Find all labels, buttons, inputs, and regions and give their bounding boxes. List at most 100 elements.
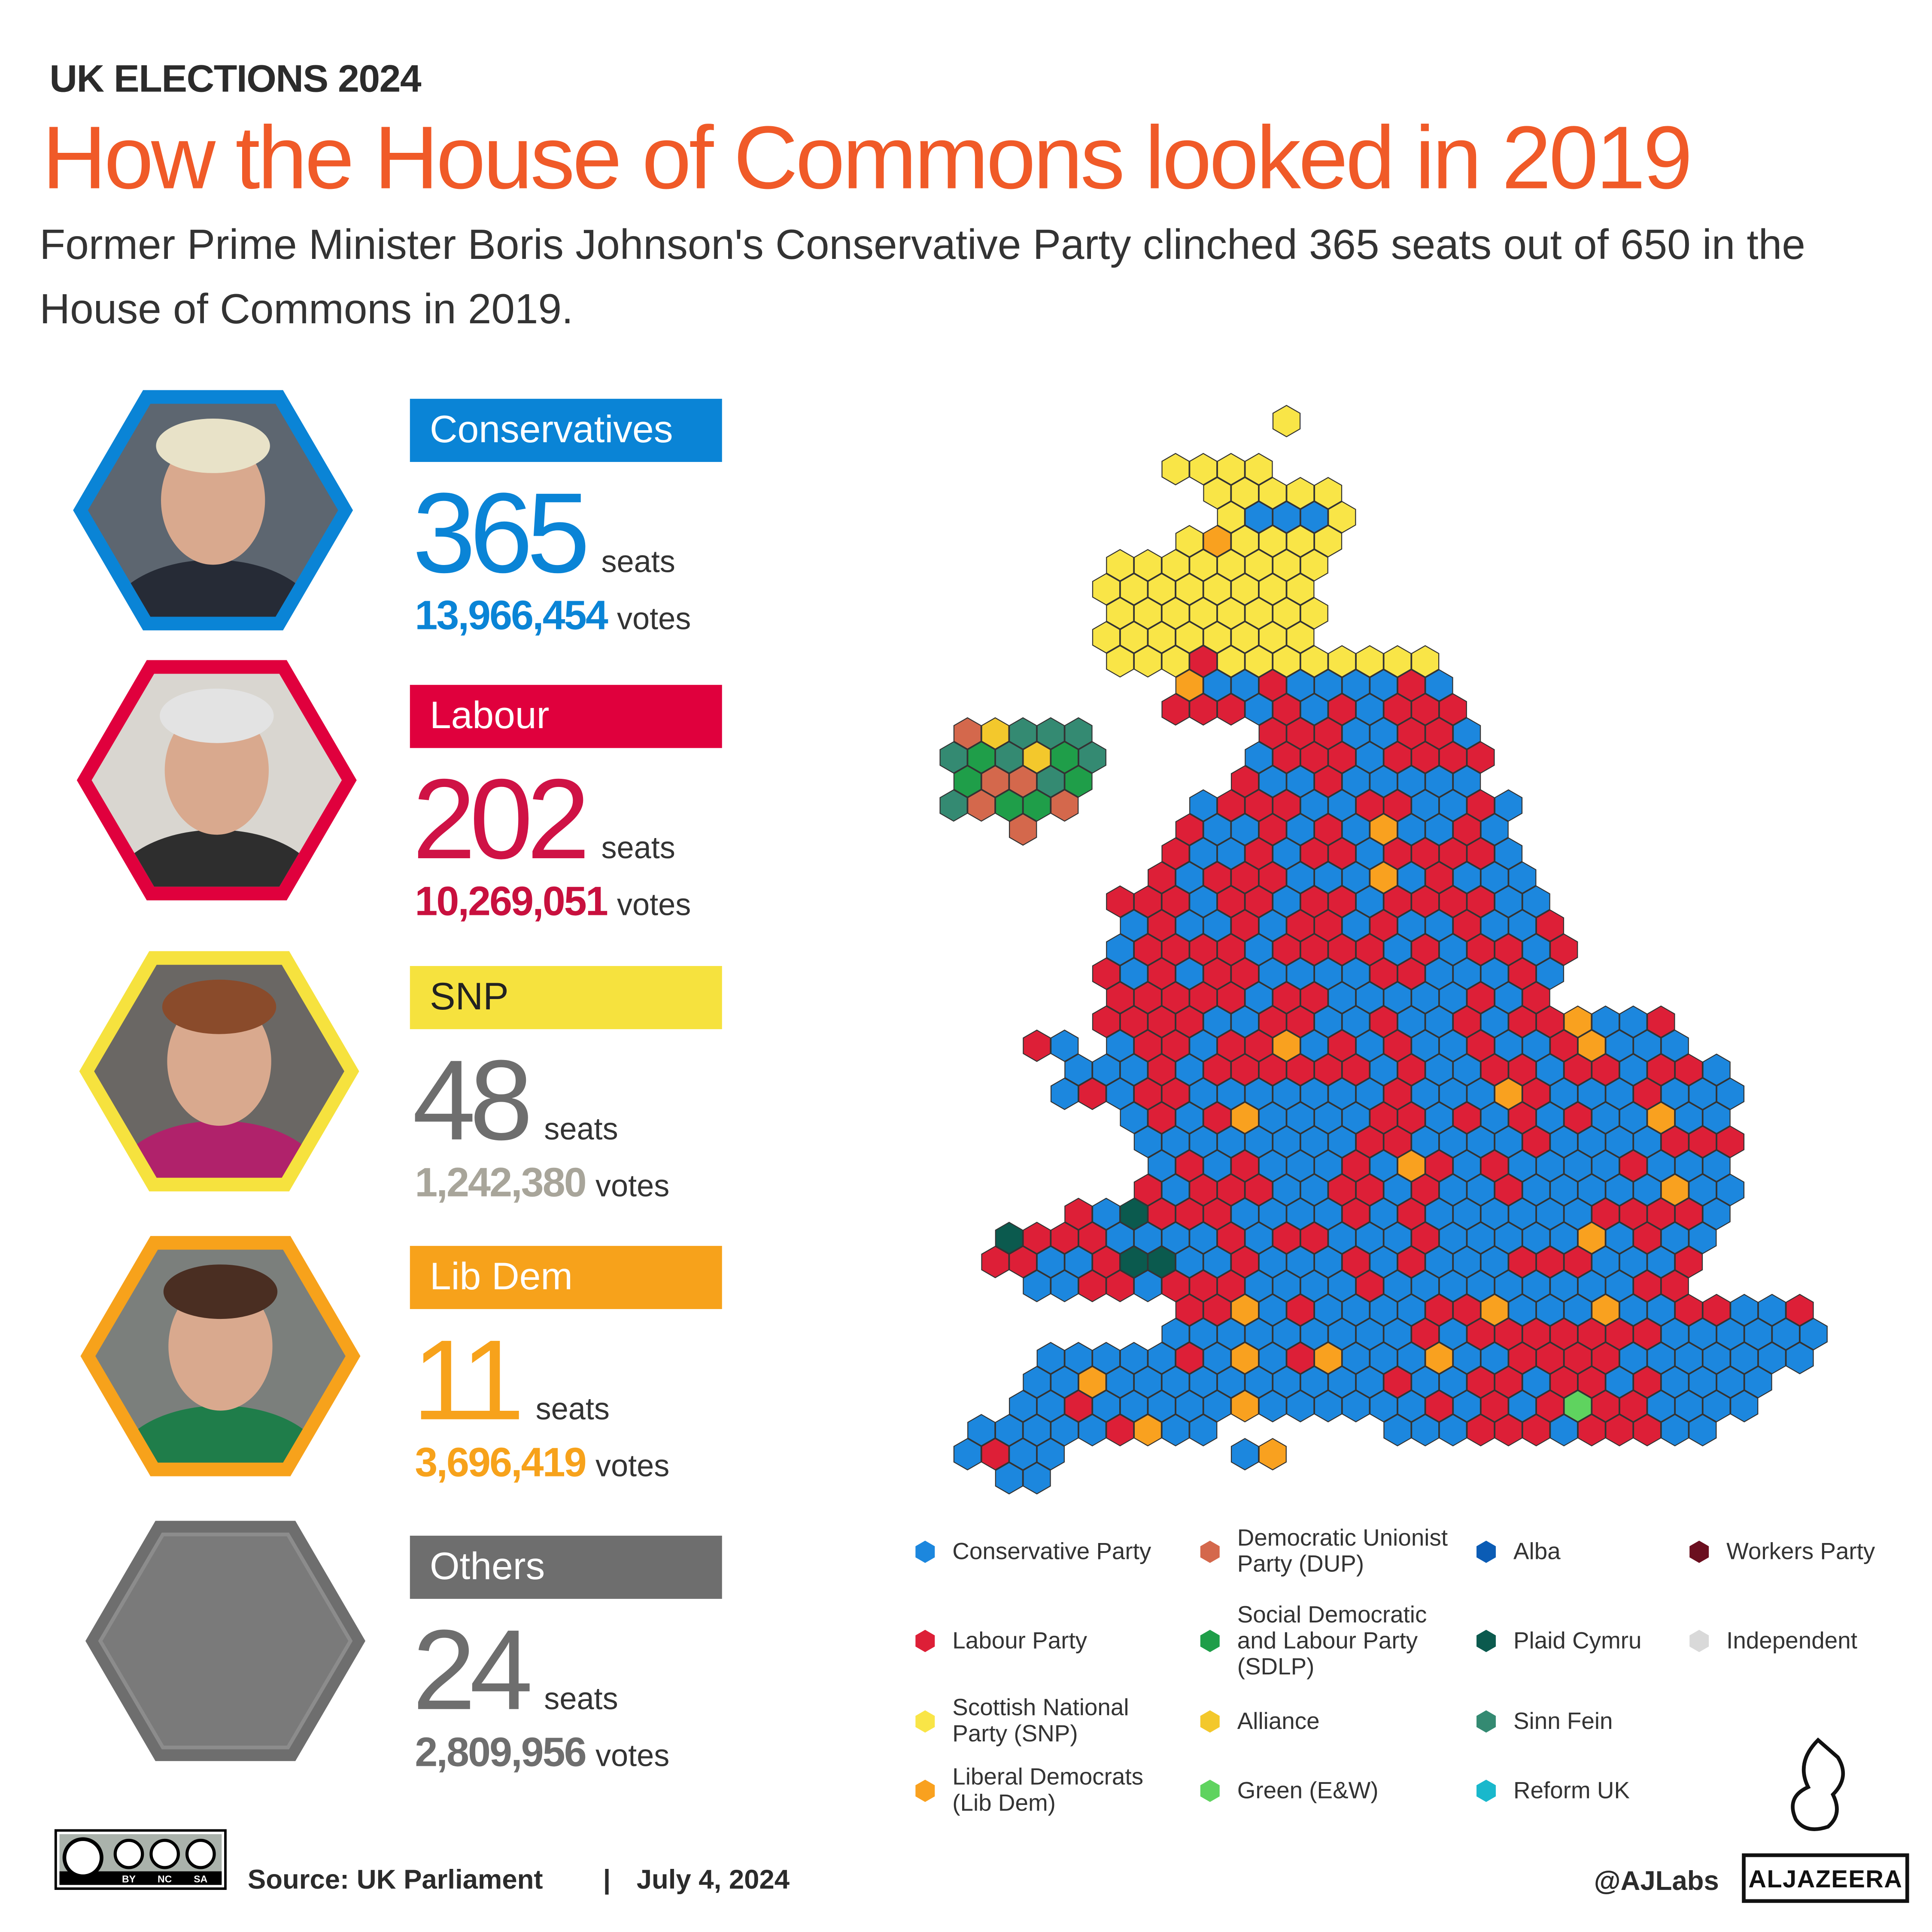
votes-unit: votes — [595, 1169, 669, 1203]
seat-hex — [1355, 933, 1384, 966]
seat-hex — [1383, 981, 1412, 1014]
seat-hex — [1314, 909, 1343, 942]
seat-hex — [1397, 909, 1426, 942]
seat-hex — [995, 1462, 1024, 1495]
seat-hex — [1661, 1318, 1689, 1351]
seat-hex — [1383, 741, 1412, 774]
seat-hex — [1161, 1366, 1190, 1398]
seat-hex — [1272, 741, 1301, 774]
seats-unit: seats — [601, 545, 675, 579]
seat-hex — [953, 765, 982, 798]
seat-hex — [1383, 789, 1412, 822]
votes-line: 3,696,419 votes — [415, 1440, 669, 1485]
seat-hex — [1564, 1149, 1592, 1182]
seat-hex — [1480, 1101, 1509, 1134]
seat-hex — [1189, 885, 1218, 918]
seat-hex — [1494, 1173, 1523, 1206]
seat-hex — [1577, 1318, 1606, 1351]
seat-hex — [1355, 885, 1384, 918]
seat-hex — [1619, 1197, 1647, 1230]
seat-hex — [1133, 885, 1162, 918]
seat-hex — [1674, 1390, 1703, 1422]
seat-hex — [1272, 1270, 1301, 1303]
legend-label-wrap: Social Democratic and Labour Party (SDLP… — [1237, 1592, 1454, 1691]
seat-hex — [1258, 573, 1287, 606]
legend-label-wrap: Reform UK — [1513, 1741, 1730, 1841]
seat-hex — [1203, 1294, 1231, 1327]
seat-hex — [1342, 1101, 1370, 1134]
seat-hex — [1439, 789, 1467, 822]
seat-hex — [1605, 1366, 1634, 1398]
seat-hex — [1467, 1221, 1495, 1255]
seat-hex — [1148, 1342, 1176, 1375]
seat-hex — [1730, 1294, 1759, 1327]
seat-hex — [1328, 885, 1356, 918]
seat-hex — [1203, 813, 1231, 846]
seat-hex — [1245, 1366, 1273, 1398]
seat-hex — [1286, 1101, 1315, 1134]
seat-hex — [1036, 1342, 1065, 1375]
seat-hex — [1549, 1077, 1578, 1110]
seat-hex — [1314, 1245, 1343, 1279]
seat-hex — [1439, 933, 1467, 966]
separator: | — [603, 1865, 611, 1895]
seat-hex — [1467, 885, 1495, 918]
seat-hex — [1564, 1245, 1592, 1279]
seat-hex — [1286, 765, 1315, 798]
seat-hex — [1549, 1125, 1578, 1158]
seat-hex — [995, 789, 1024, 822]
seat-hex — [1591, 1197, 1620, 1230]
seat-hex — [1633, 1173, 1662, 1206]
seats-unit: seats — [536, 1392, 610, 1426]
seats-value: 24 — [413, 1607, 530, 1734]
seat-hex — [1230, 1342, 1259, 1375]
seat-hex — [1342, 717, 1370, 750]
seats-value: 365 — [413, 470, 586, 597]
seat-hex — [967, 741, 996, 774]
seat-hex — [1050, 1366, 1079, 1398]
seat-hex — [1689, 1414, 1717, 1446]
seat-hex — [1369, 669, 1398, 702]
seat-hex — [1452, 861, 1481, 894]
seat-hex — [1217, 1173, 1245, 1206]
seat-hex — [1203, 1342, 1231, 1375]
seat-hex — [1452, 813, 1481, 846]
seat-hex — [1730, 1342, 1759, 1375]
seat-hex — [1272, 885, 1301, 918]
seat-hex — [1758, 1294, 1786, 1327]
seat-hex — [1230, 1005, 1259, 1038]
seat-hex — [1342, 909, 1370, 942]
votes-line: 2,809,956 votes — [415, 1729, 669, 1775]
seat-hex — [1397, 765, 1426, 798]
seat-hex — [1397, 813, 1426, 846]
seat-hex — [1452, 765, 1481, 798]
seat-hex — [1064, 1197, 1093, 1230]
seat-hex — [1078, 1221, 1106, 1255]
seat-hex — [1175, 1149, 1204, 1182]
seat-hex — [1577, 1125, 1606, 1158]
seat-hex — [1383, 1318, 1412, 1351]
seat-hex — [1009, 813, 1037, 846]
title: How the House of Commons looked in 2019 — [42, 108, 1690, 207]
seat-hex — [1480, 813, 1509, 846]
seat-hex — [1328, 933, 1356, 966]
seat-hex — [1189, 837, 1218, 870]
seat-hex — [1175, 957, 1204, 990]
seat-hex — [1258, 1245, 1287, 1279]
seat-hex — [1133, 1125, 1162, 1158]
seat-hex — [1203, 477, 1231, 510]
seat-hex — [1689, 1366, 1717, 1398]
seat-hex — [1605, 1173, 1634, 1206]
seat-hex — [1106, 549, 1134, 582]
seat-hex — [1522, 1125, 1550, 1158]
seat-hex — [1411, 1318, 1440, 1351]
portrait-body — [111, 829, 322, 887]
seat-hex — [1314, 1005, 1343, 1038]
seat-hex — [1189, 1270, 1218, 1303]
seat-hex — [1300, 1270, 1328, 1303]
seat-hex — [1397, 1294, 1426, 1327]
seat-hex — [1786, 1294, 1814, 1327]
seat-hex — [1106, 1077, 1134, 1110]
votes-line: 1,242,380 votes — [415, 1160, 669, 1206]
seat-hex — [1633, 1270, 1662, 1303]
